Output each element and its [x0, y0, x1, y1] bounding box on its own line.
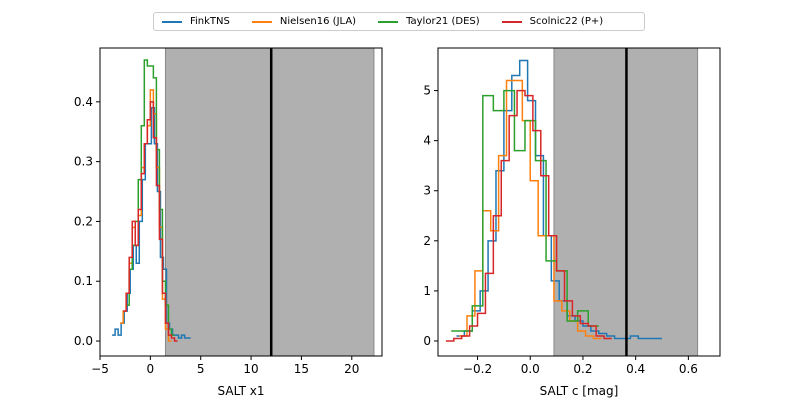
legend-swatch-nielsen16: [251, 20, 272, 23]
x-tick-label: −0.2: [463, 362, 492, 376]
axes-frame: [437, 47, 721, 357]
y-tick-label: 0.1: [74, 274, 93, 288]
y-tick-label: 4: [423, 134, 431, 148]
y-tick-label: 2: [423, 234, 431, 248]
legend-item-scolnic22: Scolnic22 (P+): [501, 16, 604, 27]
legend: FinkTNS Nielsen16 (JLA) Taylor21 (DES) S…: [153, 12, 645, 31]
x-axis-label: SALT x1: [218, 384, 265, 398]
y-tick-label: 1: [423, 284, 431, 298]
panel-1: −5 0 5 10 15 20 0.0 0.1 0.2 0.3 0.4 SALT x1: [74, 47, 383, 398]
shaded-region: [164, 47, 375, 357]
x-tick-label: 15: [294, 362, 309, 376]
y-tick-label: 0.4: [74, 95, 93, 109]
x-tick-label: 20: [344, 362, 359, 376]
x-tick-label: 10: [243, 362, 258, 376]
x-tick-label: 0.4: [626, 362, 645, 376]
x-tick-label: 0.0: [521, 362, 540, 376]
legend-item-taylor21: Taylor21 (DES): [378, 16, 480, 27]
series-scolnic22-p-line: [123, 101, 178, 342]
legend-swatch-taylor21: [378, 20, 399, 23]
x-axis-label: SALT c [mag]: [540, 384, 619, 398]
series-taylor21-des-line: [451, 89, 599, 332]
y-tick-label: 3: [423, 184, 431, 198]
legend-swatch-finktns: [162, 20, 182, 23]
panel-2: −0.2 0.0 0.2 0.4 0.6 0 1 2 3 4 5 SALT c [mag]: [423, 47, 721, 398]
series-scolnic22-p-line: [445, 89, 612, 342]
legend-label-taylor21: Taylor21 (DES): [406, 16, 480, 27]
legend-item-finktns: FinkTNS: [162, 16, 230, 27]
y-tick-label: 0: [423, 334, 431, 348]
x-tick-label: −5: [91, 362, 109, 376]
x-tick-label: 0: [147, 362, 155, 376]
y-tick-label: 0.2: [74, 214, 93, 228]
legend-label-nielsen16: Nielsen16 (JLA): [279, 16, 357, 27]
y-tick-label: 0.3: [74, 155, 93, 169]
legend-swatch-scolnic22: [501, 20, 522, 23]
x-tick-label: 0.2: [573, 362, 592, 376]
y-tick-label: 0.0: [74, 334, 93, 348]
axes-frame: [99, 47, 383, 357]
series-finktns-line: [456, 59, 663, 340]
x-tick-label: 0.6: [679, 362, 698, 376]
legend-label-finktns: FinkTNS: [190, 16, 230, 27]
x-tick-label: 5: [197, 362, 205, 376]
legend-item-nielsen16: Nielsen16 (JLA): [251, 16, 357, 27]
y-tick-label: 5: [423, 84, 431, 98]
legend-label-scolnic22: Scolnic22 (P+): [529, 16, 604, 27]
